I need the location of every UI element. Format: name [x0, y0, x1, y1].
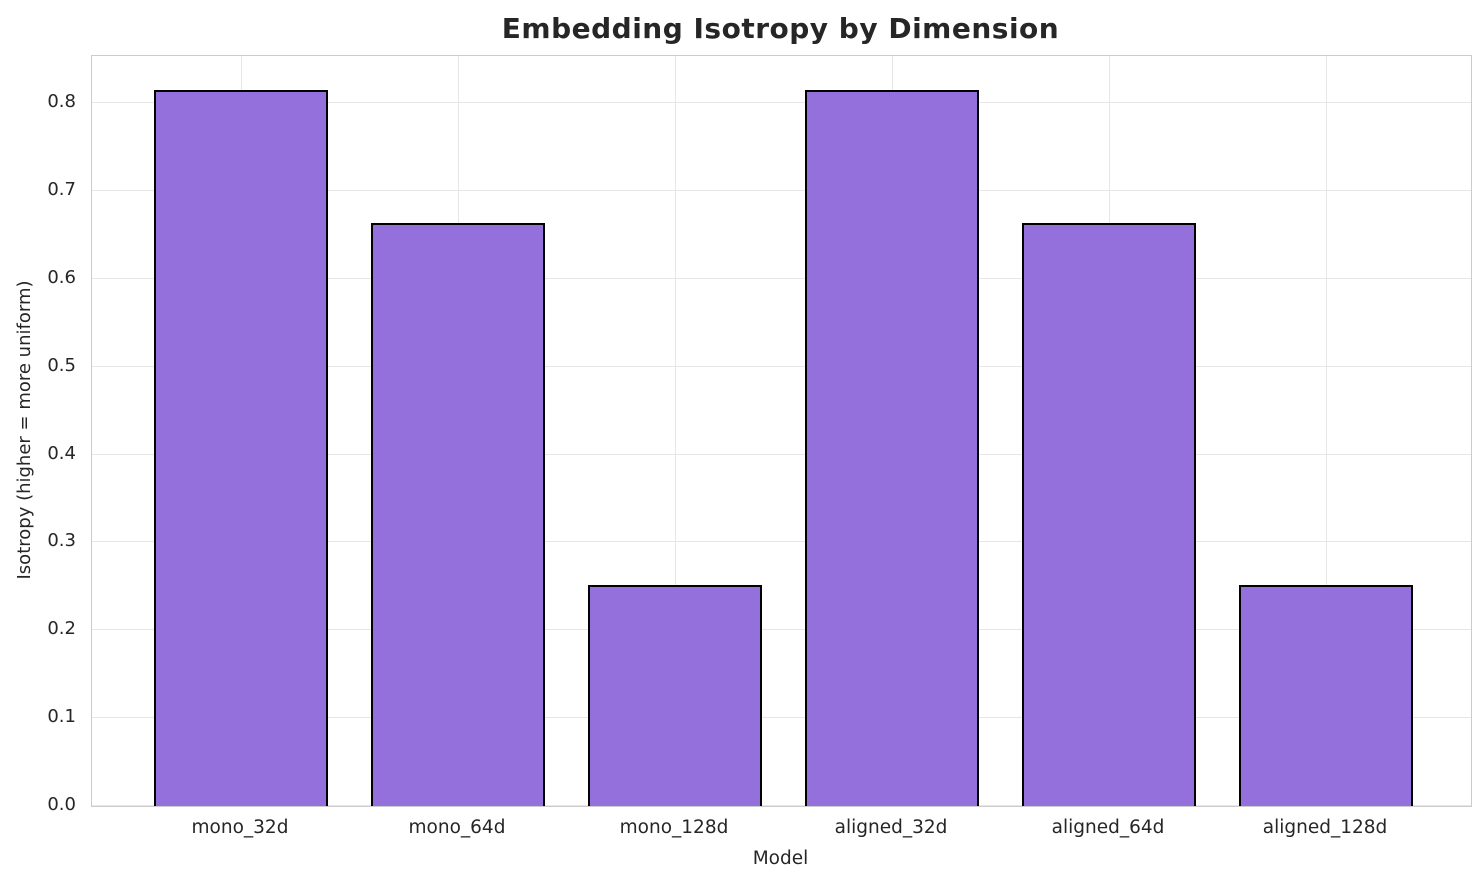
- chart-title: Embedding Isotropy by Dimension: [501, 12, 1060, 45]
- x-tick-label: mono_64d: [408, 817, 506, 838]
- plot-area: [91, 55, 1472, 807]
- bar-mono_128d: [588, 585, 762, 806]
- bar-mono_64d: [371, 222, 545, 806]
- gridline-v: [675, 56, 676, 806]
- gridline-h: [92, 717, 1471, 719]
- gridline-h: [92, 365, 1471, 367]
- x-tick-label: aligned_128d: [1262, 817, 1388, 838]
- gridline-h: [92, 102, 1471, 104]
- y-tick-label: 0.3: [47, 530, 76, 552]
- gridline-h: [92, 277, 1471, 279]
- y-tick-label: 0.0: [47, 794, 76, 815]
- y-tick-label: 0.4: [47, 442, 76, 464]
- x-axis-label: Model: [752, 848, 809, 869]
- bar-aligned_64d: [1022, 222, 1196, 806]
- gridline-h: [92, 629, 1471, 631]
- gridline-h: [92, 453, 1471, 455]
- bar-aligned_128d: [1239, 585, 1413, 806]
- y-tick-label: 0.1: [47, 706, 76, 728]
- x-tick-label: mono_128d: [619, 817, 729, 838]
- y-tick-label: 0.8: [47, 91, 76, 112]
- y-tick-label: 0.2: [47, 618, 76, 640]
- x-tick-label: aligned_64d: [1051, 817, 1165, 838]
- gridline-h: [92, 541, 1471, 543]
- x-tick-label: mono_32d: [191, 817, 289, 838]
- y-tick-label: 0.5: [47, 354, 76, 376]
- gridline-v: [1326, 56, 1327, 806]
- x-tick-label: aligned_32d: [834, 817, 948, 838]
- gridline-h: [92, 805, 1471, 806]
- bar-mono_32d: [154, 89, 328, 806]
- gridline-h: [92, 189, 1471, 191]
- bar-aligned_32d: [805, 89, 979, 806]
- y-tick-label: 0.6: [47, 266, 76, 288]
- y-tick-label: 0.7: [47, 178, 76, 200]
